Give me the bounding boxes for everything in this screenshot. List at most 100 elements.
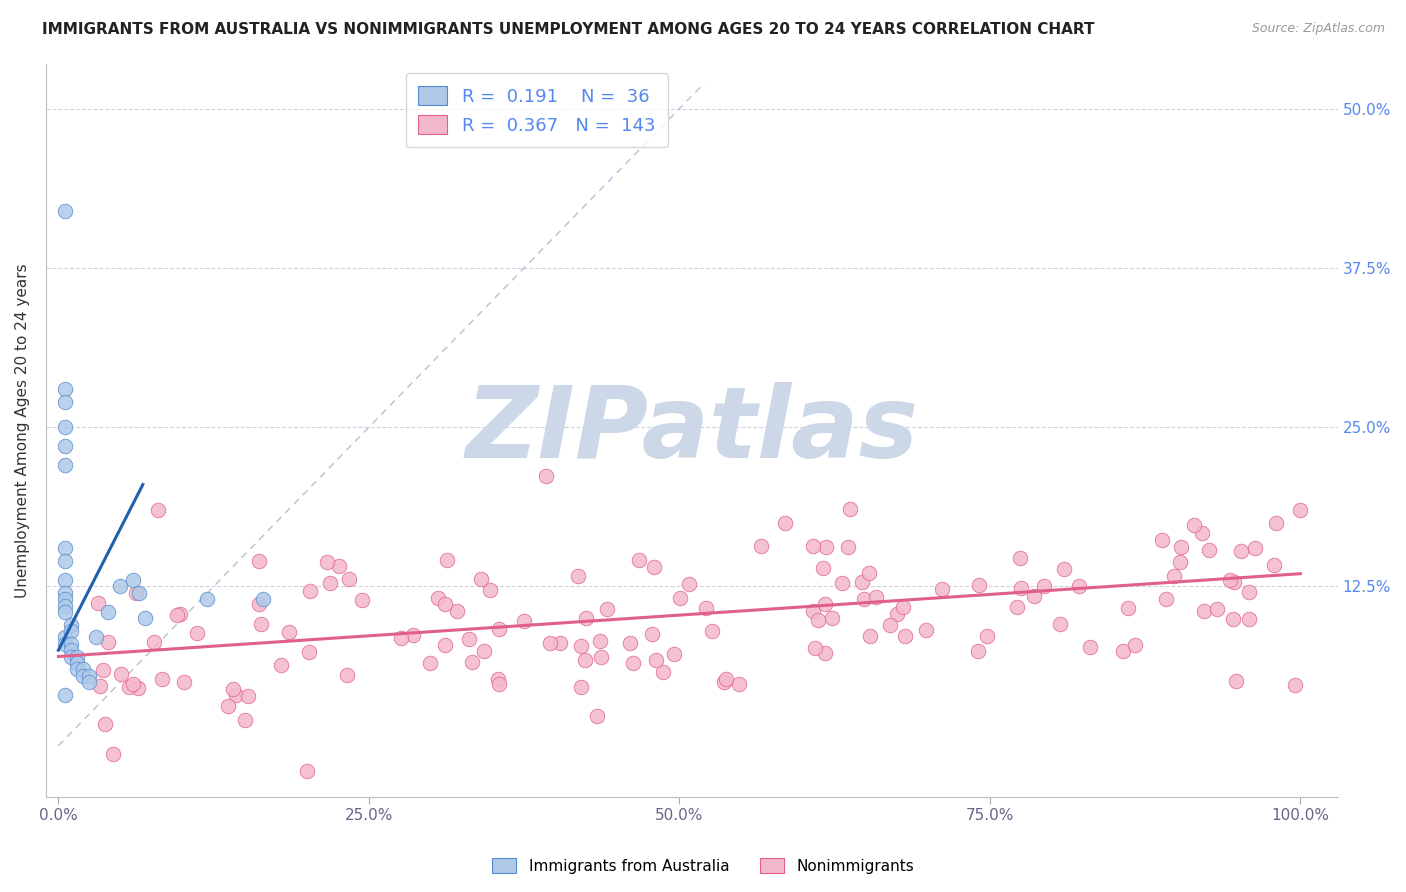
- Point: [891, 600, 914, 615]
- Point: [1067, 578, 1090, 592]
- Point: [142, 635, 165, 649]
- Point: [225, 688, 247, 702]
- Point: [336, 668, 359, 682]
- Point: [66, 662, 89, 676]
- Point: [173, 675, 195, 690]
- Point: [53, 203, 76, 218]
- Point: [879, 618, 901, 632]
- Point: [865, 590, 887, 604]
- Point: [567, 569, 589, 583]
- Point: [813, 597, 835, 611]
- Point: [851, 574, 873, 589]
- Point: [976, 629, 998, 643]
- Text: ZIPatlas: ZIPatlas: [465, 382, 918, 479]
- Point: [1118, 600, 1140, 615]
- Point: [472, 644, 495, 658]
- Point: [53, 631, 76, 645]
- Point: [122, 677, 145, 691]
- Point: [1049, 617, 1071, 632]
- Point: [839, 501, 862, 516]
- Point: [402, 628, 425, 642]
- Point: [53, 586, 76, 600]
- Point: [53, 599, 76, 613]
- Point: [166, 607, 188, 622]
- Point: [66, 649, 89, 664]
- Point: [59, 617, 82, 632]
- Point: [801, 540, 824, 554]
- Point: [589, 633, 612, 648]
- Point: [488, 677, 510, 691]
- Point: [59, 643, 82, 657]
- Point: [548, 636, 571, 650]
- Point: [1032, 579, 1054, 593]
- Point: [1078, 640, 1101, 654]
- Point: [569, 680, 592, 694]
- Point: [59, 624, 82, 638]
- Point: [804, 640, 827, 655]
- Point: [586, 709, 609, 723]
- Point: [298, 584, 321, 599]
- Point: [72, 668, 94, 682]
- Point: [53, 439, 76, 453]
- Point: [749, 539, 772, 553]
- Point: [247, 597, 270, 611]
- Point: [886, 607, 908, 622]
- Point: [645, 653, 668, 667]
- Point: [967, 643, 990, 657]
- Point: [678, 577, 700, 591]
- Point: [1222, 611, 1244, 625]
- Point: [814, 646, 837, 660]
- Point: [53, 605, 76, 619]
- Point: [134, 611, 156, 625]
- Point: [186, 625, 208, 640]
- Point: [434, 598, 457, 612]
- Point: [87, 596, 110, 610]
- Point: [811, 560, 834, 574]
- Point: [858, 566, 880, 581]
- Point: [94, 717, 117, 731]
- Point: [53, 554, 76, 568]
- Point: [574, 653, 596, 667]
- Point: [814, 540, 837, 554]
- Point: [513, 614, 536, 628]
- Point: [125, 586, 148, 600]
- Point: [319, 576, 342, 591]
- Point: [1244, 541, 1267, 556]
- Point: [217, 699, 239, 714]
- Point: [669, 591, 692, 605]
- Point: [53, 382, 76, 396]
- Point: [1010, 581, 1032, 595]
- Point: [852, 592, 875, 607]
- Point: [1123, 639, 1146, 653]
- Point: [1112, 644, 1135, 658]
- Point: [1150, 533, 1173, 547]
- Point: [295, 764, 318, 779]
- Point: [1205, 602, 1227, 616]
- Point: [1191, 526, 1213, 541]
- Point: [118, 680, 141, 694]
- Point: [652, 665, 675, 680]
- Point: [486, 673, 509, 687]
- Point: [831, 575, 853, 590]
- Point: [1198, 542, 1220, 557]
- Point: [1225, 673, 1247, 688]
- Point: [1170, 540, 1192, 554]
- Text: Source: ZipAtlas.com: Source: ZipAtlas.com: [1251, 22, 1385, 36]
- Point: [270, 657, 292, 672]
- Point: [53, 637, 76, 651]
- Legend: Immigrants from Australia, Nonimmigrants: Immigrants from Australia, Nonimmigrants: [485, 852, 921, 880]
- Point: [66, 656, 89, 670]
- Point: [197, 592, 219, 607]
- Point: [1005, 599, 1028, 614]
- Point: [337, 572, 360, 586]
- Point: [1222, 574, 1244, 589]
- Point: [1182, 517, 1205, 532]
- Point: [967, 578, 990, 592]
- Point: [79, 668, 101, 682]
- Point: [59, 637, 82, 651]
- Point: [628, 553, 651, 567]
- Point: [458, 632, 481, 646]
- Point: [315, 555, 337, 569]
- Point: [1284, 678, 1306, 692]
- Point: [569, 639, 592, 653]
